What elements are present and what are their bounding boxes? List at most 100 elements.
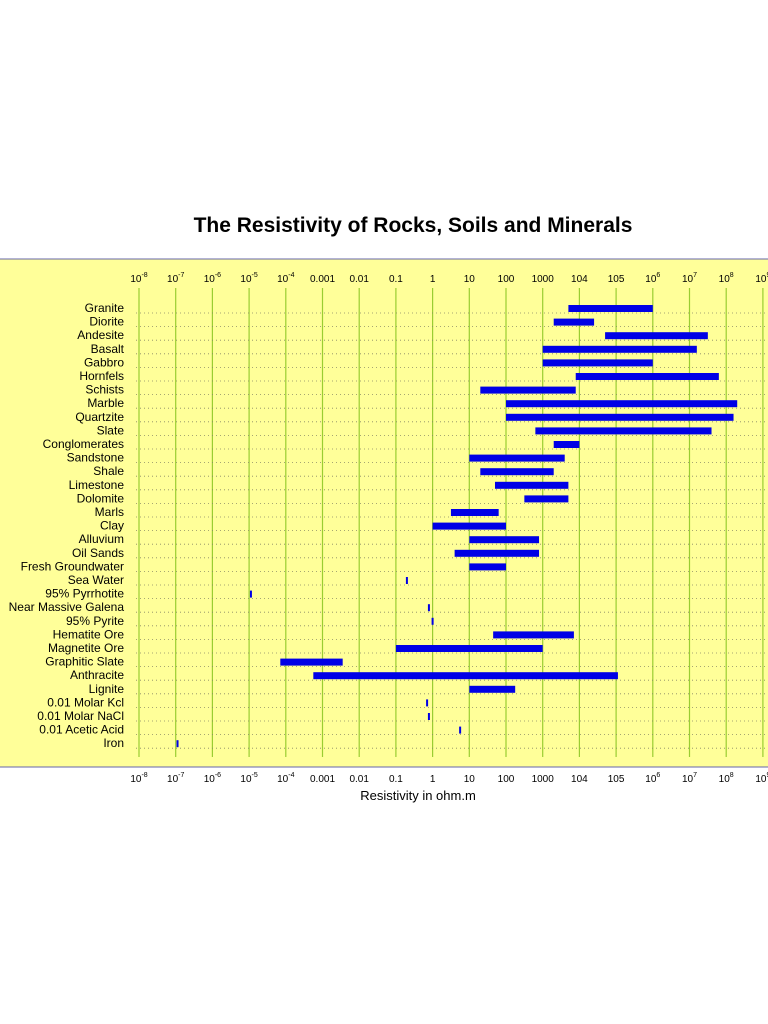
tick-label: 106: [645, 772, 660, 785]
range-bar: [427, 604, 430, 612]
plot-area: [0, 259, 768, 767]
range-bar: [524, 495, 569, 503]
tick-label: 0.001: [310, 274, 335, 285]
category-label: Diorite: [89, 315, 124, 329]
range-bar: [469, 685, 516, 693]
range-bar: [454, 549, 540, 557]
category-label: Marble: [87, 396, 124, 410]
tick-label: 1000: [532, 774, 555, 785]
category-label: Oil Sands: [72, 546, 124, 560]
category-label: Near Massive Galena: [9, 600, 125, 614]
range-bar: [535, 427, 712, 435]
category-label: Marls: [95, 505, 124, 519]
bottom-axis-ticks: 10-8 10-7 10-6 10-5 10-4 0.001 0.01 0.1 1 10 100 10…: [130, 772, 768, 785]
category-label: Lignite: [89, 682, 125, 696]
tick-label: 10: [464, 774, 476, 785]
category-label: Schists: [85, 383, 124, 397]
row-guide-lines: [136, 312, 768, 749]
range-bar: [431, 617, 434, 625]
category-label: Magnetite Ore: [48, 641, 124, 655]
range-bar: [469, 454, 565, 462]
range-bar: [542, 345, 697, 353]
range-bar: [542, 359, 653, 367]
tick-label: 0.1: [389, 274, 403, 285]
range-bar: [469, 563, 506, 571]
range-bar: [568, 305, 653, 312]
range-bar: [469, 536, 540, 544]
tick-label: 100: [498, 274, 515, 285]
range-bar: [395, 645, 543, 652]
range-bar: [553, 441, 580, 448]
tick-label: 108: [719, 272, 734, 285]
range-bar: [493, 631, 574, 639]
range-bar: [553, 318, 595, 326]
range-bar: [280, 658, 343, 666]
category-label: Conglomerates: [43, 437, 124, 451]
category-label: Andesite: [77, 328, 124, 342]
category-label: Granite: [85, 301, 125, 315]
category-label: 0.01 Molar Kcl: [47, 695, 124, 709]
category-label: Sea Water: [68, 573, 124, 587]
category-label: Iron: [103, 736, 124, 750]
category-label: Anthracite: [70, 668, 124, 682]
category-label: Shale: [93, 464, 124, 478]
category-label: Fresh Groundwater: [21, 559, 124, 573]
category-label: Basalt: [91, 342, 125, 356]
tick-label: 10-7: [167, 772, 184, 785]
tick-label: 108: [719, 772, 734, 785]
tick-label: 109: [755, 772, 768, 785]
tick-label: 107: [682, 772, 697, 785]
category-label: Slate: [97, 423, 125, 437]
range-bar: [494, 481, 569, 489]
tick-label: 109: [755, 272, 768, 285]
range-bar: [459, 726, 462, 734]
tick-label: 1: [430, 274, 436, 285]
range-bar: [506, 413, 734, 421]
range-bar: [480, 468, 554, 476]
range-bar: [405, 577, 408, 584]
tick-label: 105: [608, 274, 625, 285]
category-label: Limestone: [69, 478, 125, 492]
category-label: Alluvium: [79, 532, 124, 546]
tick-label: 105: [608, 774, 625, 785]
range-bar: [176, 740, 179, 748]
category-label: Quartzite: [75, 410, 124, 424]
category-label: Dolomite: [77, 491, 125, 505]
tick-label: 10-5: [240, 272, 257, 285]
category-label: 0.01 Molar NaCl: [37, 709, 124, 723]
category-labels: GraniteDioriteAndesiteBasaltGabbroHornfe…: [9, 301, 125, 750]
category-label: Graphitic Slate: [45, 655, 124, 669]
tick-label: 104: [571, 274, 588, 285]
range-bar: [480, 386, 576, 394]
tick-label: 10-6: [204, 772, 221, 785]
tick-label: 107: [682, 272, 697, 285]
category-label: Gabbro: [84, 355, 124, 369]
category-label: Hematite Ore: [53, 627, 125, 641]
x-axis-title: Resistivity in ohm.m: [360, 788, 476, 803]
tick-label: 10-8: [130, 272, 147, 285]
tick-label: 10-4: [277, 272, 294, 285]
tick-label: 10-7: [167, 272, 184, 285]
range-bar: [426, 699, 429, 707]
tick-label: 0.01: [349, 274, 369, 285]
tick-label: 10-8: [130, 772, 147, 785]
tick-label: 1000: [532, 274, 555, 285]
tick-label: 10-4: [277, 772, 294, 785]
top-axis-ticks: 10-8 10-7 10-6 10-5 10-4 0.001 0.01 0.1 1 10 100 10…: [130, 272, 768, 285]
range-bar: [450, 509, 499, 516]
range-bar: [249, 590, 252, 598]
tick-label: 104: [571, 774, 588, 785]
range-bar: [575, 373, 719, 380]
range-bar: [605, 332, 708, 340]
tick-label: 1: [430, 774, 436, 785]
category-label: 95% Pyrite: [66, 614, 124, 628]
range-bar: [432, 522, 506, 530]
tick-label: 100: [498, 774, 515, 785]
tick-label: 10-5: [240, 772, 257, 785]
range-bar: [506, 400, 738, 408]
category-label: Clay: [100, 519, 124, 533]
tick-label: 0.1: [389, 774, 403, 785]
range-bar: [427, 713, 430, 720]
category-label: 0.01 Acetic Acid: [39, 723, 124, 737]
